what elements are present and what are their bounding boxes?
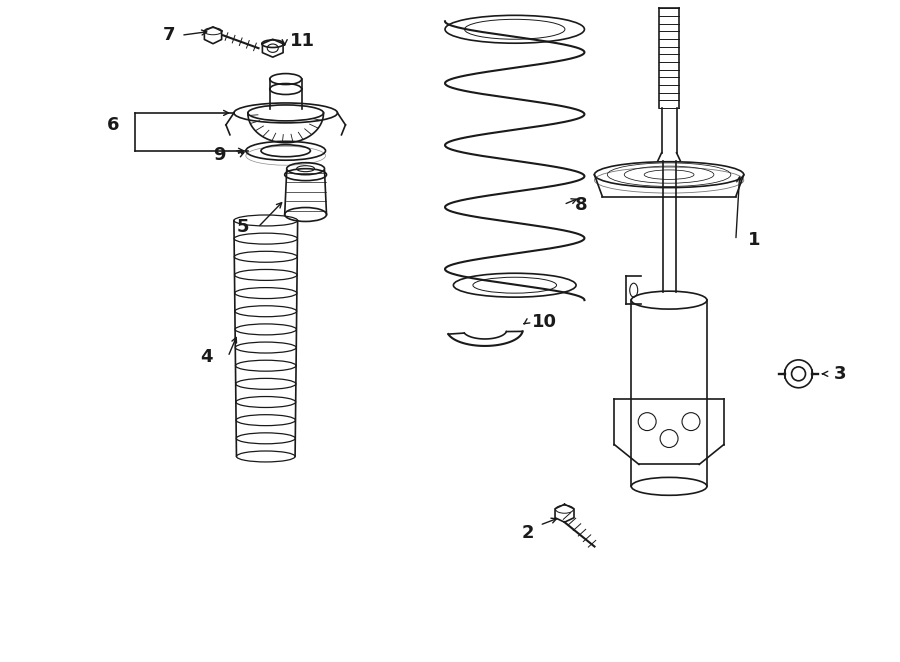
Text: 11: 11 bbox=[290, 32, 315, 50]
Text: 3: 3 bbox=[834, 365, 847, 383]
Text: 10: 10 bbox=[532, 313, 557, 331]
Text: 2: 2 bbox=[521, 524, 534, 542]
Text: 4: 4 bbox=[200, 348, 212, 366]
Text: 5: 5 bbox=[237, 218, 249, 236]
Text: 8: 8 bbox=[575, 195, 588, 214]
Text: 9: 9 bbox=[212, 146, 225, 164]
Text: 6: 6 bbox=[107, 116, 120, 134]
Text: 1: 1 bbox=[748, 232, 760, 250]
Text: 7: 7 bbox=[163, 26, 176, 44]
